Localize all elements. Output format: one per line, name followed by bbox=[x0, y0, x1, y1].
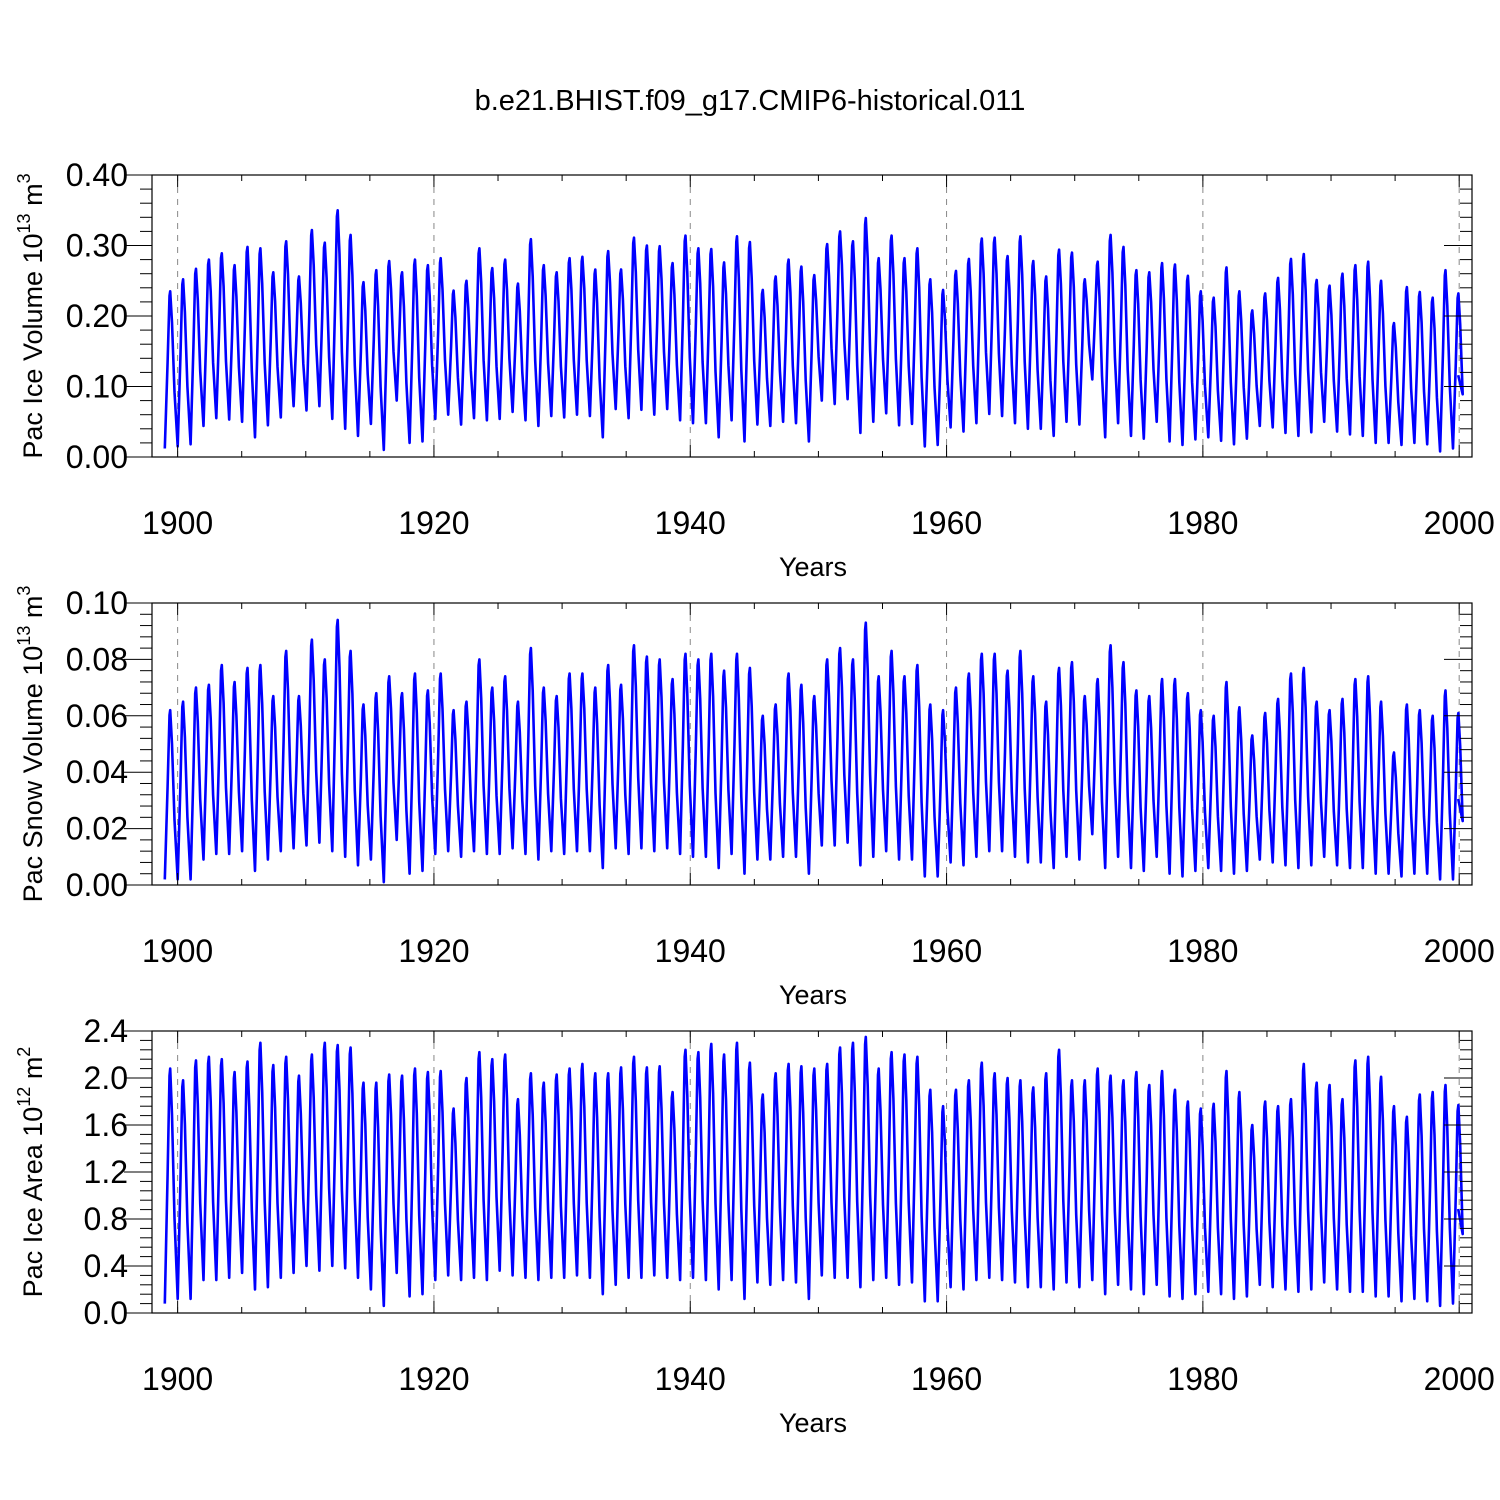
x-axis-label: Years bbox=[779, 980, 847, 1010]
x-axis-label: Years bbox=[779, 552, 847, 582]
x-axis-label: Years bbox=[779, 1408, 847, 1438]
y-tick-label: 0.30 bbox=[66, 228, 128, 264]
y-tick-label: 0.20 bbox=[66, 298, 128, 334]
y-tick-label: 0.10 bbox=[66, 585, 128, 621]
x-tick-label: 1920 bbox=[398, 1361, 469, 1397]
x-tick-label: 1980 bbox=[1167, 1361, 1238, 1397]
x-tick-label: 1940 bbox=[655, 933, 726, 969]
series-line bbox=[163, 1035, 1464, 1308]
y-tick-label: 2.0 bbox=[84, 1060, 128, 1096]
x-tick-label: 1920 bbox=[398, 505, 469, 541]
x-tick-label: 1960 bbox=[911, 505, 982, 541]
y-tick-label: 0.4 bbox=[84, 1248, 128, 1284]
y-tick-label: 0.10 bbox=[66, 369, 128, 405]
y-tick-label: 1.6 bbox=[84, 1107, 128, 1143]
y-tick-label: 0.00 bbox=[66, 867, 128, 903]
x-tick-label: 1900 bbox=[142, 1361, 213, 1397]
y-tick-label: 0.02 bbox=[66, 811, 128, 847]
x-tick-label: 1960 bbox=[911, 1361, 982, 1397]
y-tick-label: 0.06 bbox=[66, 698, 128, 734]
x-tick-label: 1900 bbox=[142, 933, 213, 969]
y-tick-label: 2.4 bbox=[84, 1013, 128, 1049]
series-line bbox=[163, 209, 1464, 453]
x-tick-label: 1980 bbox=[1167, 933, 1238, 969]
y-tick-label: 0.04 bbox=[66, 754, 128, 790]
x-tick-label: 1940 bbox=[655, 1361, 726, 1397]
x-tick-label: 1900 bbox=[142, 505, 213, 541]
y-tick-label: 0.8 bbox=[84, 1201, 128, 1237]
y-tick-label: 1.2 bbox=[84, 1154, 128, 1190]
x-tick-label: 1980 bbox=[1167, 505, 1238, 541]
y-axis-label: Pac Ice Area 1012 m2 bbox=[14, 1047, 48, 1298]
y-tick-label: 0.08 bbox=[66, 641, 128, 677]
panel-ice-area: 1900 1920 1940 1960 1980 2000 Years 0.0 0.4 0.8 1.… bbox=[14, 1013, 1495, 1438]
panel-ice-volume: 1900 1920 1940 1960 1980 2000 Years 0.00 0.10 0.2… bbox=[14, 157, 1495, 582]
x-tick-label: 1920 bbox=[398, 933, 469, 969]
x-tick-label: 1960 bbox=[911, 933, 982, 969]
y-axis-label: Pac Ice Volume 1013 m3 bbox=[14, 173, 48, 458]
y-tick-label: 0.0 bbox=[84, 1295, 128, 1331]
plot-frame bbox=[151, 602, 1473, 886]
x-tick-label: 1940 bbox=[655, 505, 726, 541]
x-tick-label: 2000 bbox=[1424, 933, 1495, 969]
panel-snow-volume: 1900 1920 1940 1960 1980 2000 Years 0.00 0.02 0.0… bbox=[14, 585, 1495, 1010]
y-axis-label: Pac Snow Volume 1013 m3 bbox=[14, 586, 48, 903]
y-tick-label: 0.00 bbox=[66, 439, 128, 475]
x-tick-label: 2000 bbox=[1424, 505, 1495, 541]
x-tick-label: 2000 bbox=[1424, 1361, 1495, 1397]
y-tick-label: 0.40 bbox=[66, 157, 128, 193]
chart-title: b.e21.BHIST.f09_g17.CMIP6-historical.011 bbox=[475, 85, 1026, 117]
series-line bbox=[163, 618, 1464, 884]
